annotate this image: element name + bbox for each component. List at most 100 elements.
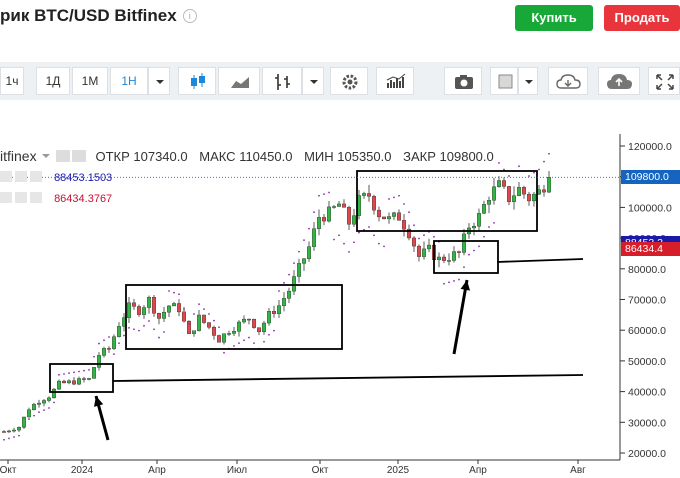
candle-body [397, 212, 402, 221]
candle-body [287, 290, 292, 299]
sar-dot [83, 369, 85, 372]
candle-body [272, 311, 277, 314]
drawing-rectangle[interactable] [125, 284, 343, 350]
symbol-label: itfinex [0, 148, 37, 164]
candle-body [191, 330, 196, 334]
timeframe-1w-button[interactable]: 1Н [110, 67, 148, 95]
indicator-1-value: 88453.1503 [54, 172, 113, 184]
sar-dot [423, 234, 425, 237]
candle-body [447, 260, 452, 262]
chevron-down-icon[interactable] [40, 151, 52, 161]
sell-button[interactable]: Продать [604, 5, 680, 31]
close-icon[interactable] [30, 171, 42, 182]
eye-icon[interactable] [0, 192, 12, 203]
bar-chart-icon[interactable] [262, 67, 302, 95]
sar-dot [528, 175, 530, 177]
drawing-rectangle[interactable] [49, 363, 114, 393]
candle-body [141, 307, 146, 315]
trend-line[interactable] [496, 258, 584, 263]
candle-body [327, 206, 332, 222]
annotation-arrow[interactable] [452, 279, 469, 355]
candle-body [27, 409, 32, 418]
settings-icon[interactable] [15, 171, 27, 182]
candle-body [221, 333, 226, 343]
candle-body [512, 195, 517, 203]
sar-dot [108, 336, 110, 338]
price-chart[interactable]: 120000.0110000.0100000.090000.080000.070… [0, 134, 680, 478]
cloud-download-icon[interactable] [548, 67, 588, 95]
eye-icon[interactable] [55, 150, 70, 162]
sar-dot [408, 211, 410, 214]
chevron-down-icon[interactable] [302, 67, 324, 95]
candle-body [52, 388, 57, 399]
sar-dot [63, 373, 65, 375]
y-tick-label: 20000.0 [628, 448, 666, 460]
sar-dot [43, 409, 45, 411]
chevron-down-icon[interactable] [148, 67, 170, 95]
candle-body [452, 251, 457, 261]
candle-body [442, 256, 447, 261]
sar-dot [418, 237, 420, 240]
close-icon[interactable] [30, 192, 42, 203]
sar-dot [33, 414, 35, 417]
sar-dot [38, 411, 40, 414]
area-chart-icon[interactable] [218, 67, 260, 95]
page-title: рик BTC/USD Bitfinex i [0, 6, 197, 26]
sar-dot [48, 407, 50, 409]
timeframe-1h-button[interactable]: 1ч [0, 67, 24, 95]
open-label: ОТКР [95, 149, 130, 164]
chart-toolbar: 1ч 1Д 1М 1Н [0, 62, 680, 100]
sar-dot [103, 339, 105, 342]
sar-dot [183, 308, 185, 310]
camera-icon[interactable] [444, 67, 482, 95]
settings-icon[interactable] [15, 192, 27, 203]
gear-icon[interactable] [330, 67, 368, 95]
sar-dot [58, 373, 60, 376]
timeframe-1d-button[interactable]: 1Д [36, 67, 70, 95]
drawing-rectangle[interactable] [433, 240, 499, 274]
settings-icon[interactable] [71, 150, 86, 162]
sar-dot [208, 313, 210, 315]
sar-dot [358, 231, 360, 234]
candle-body [417, 245, 422, 257]
candle-body [47, 397, 52, 401]
candle-body [2, 431, 6, 433]
candle-body [201, 314, 206, 323]
eye-icon[interactable] [0, 171, 12, 182]
sar-dot [353, 241, 355, 244]
sar-dot [538, 168, 540, 171]
candlestick-icon[interactable] [178, 67, 216, 95]
candle-body [86, 378, 91, 380]
candle-body [407, 228, 412, 239]
cloud-upload-icon[interactable] [598, 67, 640, 95]
buy-button[interactable]: Купить [515, 5, 593, 31]
sar-dot [153, 328, 155, 331]
sar-dot [548, 152, 550, 155]
candle-body [367, 193, 372, 197]
fullscreen-icon[interactable] [648, 67, 680, 95]
trend-line[interactable] [112, 374, 584, 382]
sar-dot [338, 234, 340, 237]
chevron-down-icon[interactable] [518, 67, 538, 95]
y-tick-label: 50000.0 [628, 356, 666, 368]
sar-dot [413, 224, 415, 227]
color-swatch-icon[interactable] [490, 67, 518, 95]
candle-body [522, 187, 527, 195]
sar-dot [278, 290, 280, 292]
timeframe-1m-button[interactable]: 1М [72, 67, 108, 95]
indicators-icon[interactable] [376, 67, 414, 95]
y-tick-label: 30000.0 [628, 417, 666, 429]
sar-dot [123, 334, 125, 337]
drawing-rectangle[interactable] [356, 170, 538, 232]
sar-dot [313, 211, 315, 214]
candle-body [542, 189, 547, 193]
candle-body [402, 220, 407, 230]
candle-body [477, 213, 482, 227]
candle-body [171, 303, 176, 307]
candle-body [81, 378, 86, 380]
sar-dot [503, 168, 505, 171]
candle-body [71, 380, 76, 385]
candle-body [161, 311, 166, 319]
info-icon[interactable]: i [182, 9, 197, 23]
x-tick-label: 2024 [71, 465, 94, 476]
